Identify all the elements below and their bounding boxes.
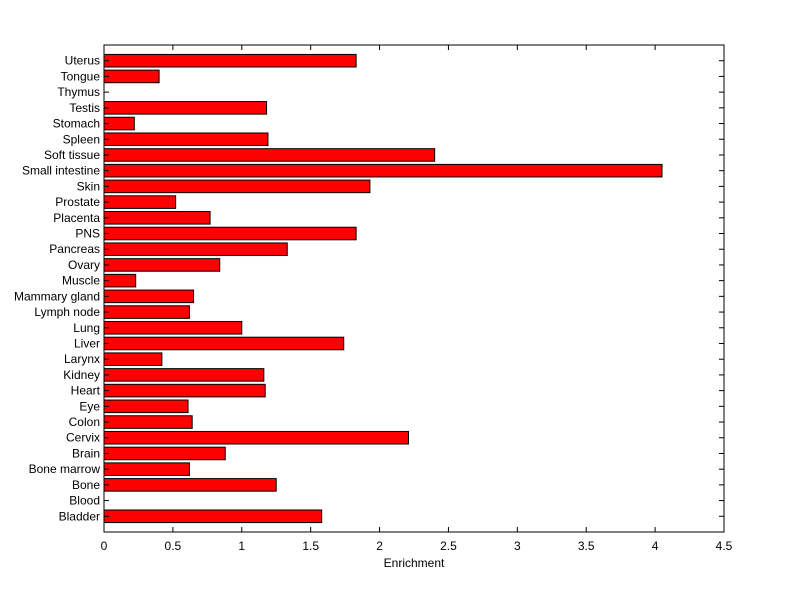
x-tick-label: 0.5 [165,539,182,553]
x-tick-label: 0 [101,539,108,553]
y-tick-label: PNS [75,227,100,241]
y-tick-label: Bone [72,478,100,492]
ticks-layer [103,45,725,532]
y-tick-label: Cervix [66,431,100,445]
y-tick-label: Kidney [63,368,100,382]
y-tick-label: Lung [73,321,100,335]
bar [103,258,221,272]
y-tick-label: Skin [77,179,100,193]
y-tick-label: Stomach [53,117,100,131]
y-tick-label: Brain [72,446,100,460]
y-tick-label: Thymus [57,85,100,99]
y-tick-label: Heart [71,384,101,398]
y-tick-label: Bladder [59,509,100,523]
x-tick-label: 2.5 [440,539,457,553]
y-tick-label: Mammary gland [14,289,100,303]
bar [103,211,211,225]
y-tick-label: Ovary [68,258,100,272]
y-tick-label: Testis [69,101,100,115]
bar [103,226,357,241]
bar [103,352,163,366]
x-tick-label: 3.5 [578,539,595,553]
bar [103,446,226,461]
y-tick-label: Uterus [65,54,100,68]
x-tick-label: 4 [652,539,659,553]
bar [103,336,345,351]
x-axis-title: Enrichment [384,556,445,570]
bars-layer [103,53,663,524]
y-tick-label: Larynx [64,352,100,366]
x-tick-label: 3 [514,539,521,553]
y-tick-label: Lymph node [34,305,100,319]
y-tick-label: Placenta [53,211,100,225]
bar [103,179,371,194]
bar [103,430,409,445]
x-tick-label: 2 [376,539,383,553]
bar [103,148,436,162]
y-tick-label: Blood [69,494,100,508]
x-tick-label: 1 [238,539,245,553]
bar [103,69,160,84]
y-tick-label: Small intestine [22,164,100,178]
x-tick-label: 1.5 [302,539,319,553]
bar [103,163,663,178]
y-tick-label: Spleen [63,132,100,146]
bar [103,415,193,429]
bar [103,101,268,115]
bar [103,195,177,209]
bar [103,305,190,319]
y-tick-label: Pancreas [49,242,100,256]
bar [103,478,277,492]
y-tick-label: Muscle [62,274,100,288]
y-tick-label: Colon [69,415,100,429]
y-tick-label: Prostate [55,195,100,209]
bar [103,368,265,382]
plot-frame [103,44,725,533]
bar [103,320,243,335]
bar [103,53,357,68]
y-tick-label: Eye [79,399,100,413]
bar [103,509,323,524]
bar [103,289,195,304]
bar [103,462,190,476]
y-tick-label: Tongue [61,69,101,83]
bar [103,383,266,398]
bar [103,132,269,147]
y-tick-label: Bone marrow [29,462,101,476]
x-tick-label: 4.5 [716,539,733,553]
y-tick-label: Soft tissue [44,148,100,162]
bar [103,242,288,257]
y-tick-label: Liver [74,336,100,350]
bar [103,399,189,414]
